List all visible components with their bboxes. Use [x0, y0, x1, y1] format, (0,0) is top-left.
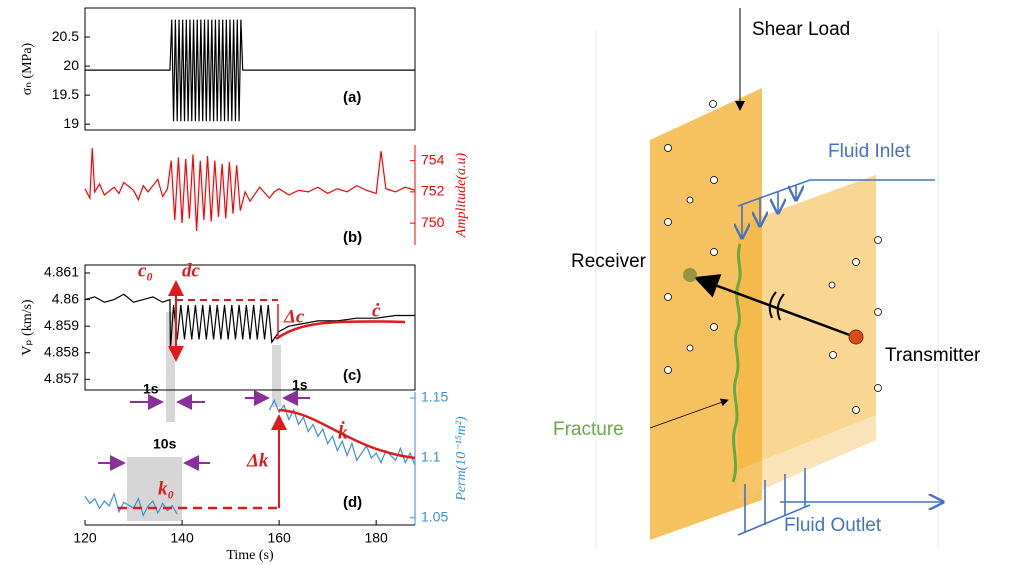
panel-label: (c) — [343, 367, 361, 384]
diagram-label: Fluid Inlet — [828, 141, 911, 162]
y-tick-label: 754 — [421, 151, 445, 167]
y-tick-label: 4.86 — [52, 290, 79, 306]
y-axis-label: Perm(10⁻¹⁵m²) — [454, 416, 469, 502]
annotation: dc — [182, 260, 201, 281]
diagram-label: Transmitter — [885, 345, 981, 366]
panel-label: (a) — [343, 89, 361, 106]
y-axis-label: Amplitude(a.u) — [454, 152, 469, 238]
series-line — [85, 19, 415, 122]
y-tick-label: 1.15 — [421, 389, 448, 405]
y-tick-label: 19.5 — [52, 86, 79, 102]
y-tick-label: 4.861 — [44, 264, 79, 280]
x-tick-label: 160 — [267, 530, 291, 546]
diagram-label: Fluid Outlet — [784, 515, 882, 536]
diagram-label: Shear Load — [752, 19, 850, 40]
annotation: k̇ — [338, 421, 348, 444]
y-tick-label: 4.858 — [44, 343, 79, 359]
y-tick-label: 4.859 — [44, 317, 79, 333]
annotation: 1s — [143, 381, 159, 397]
y-tick-label: 1.05 — [421, 509, 448, 525]
diagram-label: Fracture — [553, 419, 624, 440]
series-line — [84, 148, 416, 231]
series-line — [84, 293, 415, 351]
annotation-shapes — [98, 280, 416, 510]
annotation: ċ — [372, 300, 381, 321]
annotation: k₀ — [158, 478, 174, 499]
x-tick-label: 120 — [73, 530, 97, 546]
diagram-label: Receiver — [571, 251, 647, 272]
y-tick-label: 1.1 — [421, 449, 441, 465]
x-tick-label: 140 — [170, 530, 194, 546]
y-axis-label: σₙ (MPa) — [20, 42, 35, 95]
annotation: Δk — [246, 450, 269, 471]
y-tick-label: 750 — [421, 214, 445, 230]
y-tick-label: 4.857 — [44, 370, 79, 386]
y-tick-label: 20.5 — [52, 28, 79, 44]
axes-box — [84, 264, 416, 391]
annotation: 10s — [153, 436, 177, 452]
y-tick-label: 20 — [63, 57, 79, 73]
annotation: c₀ — [138, 260, 153, 281]
plots: 19 19.5 20 20.5 σₙ (MPa) 750 752 754 Amplitude(a… — [20, 7, 469, 563]
panel-label: (b) — [343, 229, 362, 246]
diagram — [595, 8, 943, 548]
axes-box — [84, 7, 416, 131]
annotation: 1s — [292, 377, 308, 393]
y-tick-label: 19 — [63, 115, 79, 131]
x-axis-label: Time (s) — [226, 548, 274, 563]
y-tick-label: 752 — [421, 183, 445, 199]
y-axis-label: Vₚ (km/s) — [20, 299, 35, 355]
panel-label: (d) — [343, 494, 362, 511]
x-tick-label: 180 — [364, 530, 388, 546]
annotation: Δc — [283, 306, 305, 327]
shading — [127, 312, 281, 521]
